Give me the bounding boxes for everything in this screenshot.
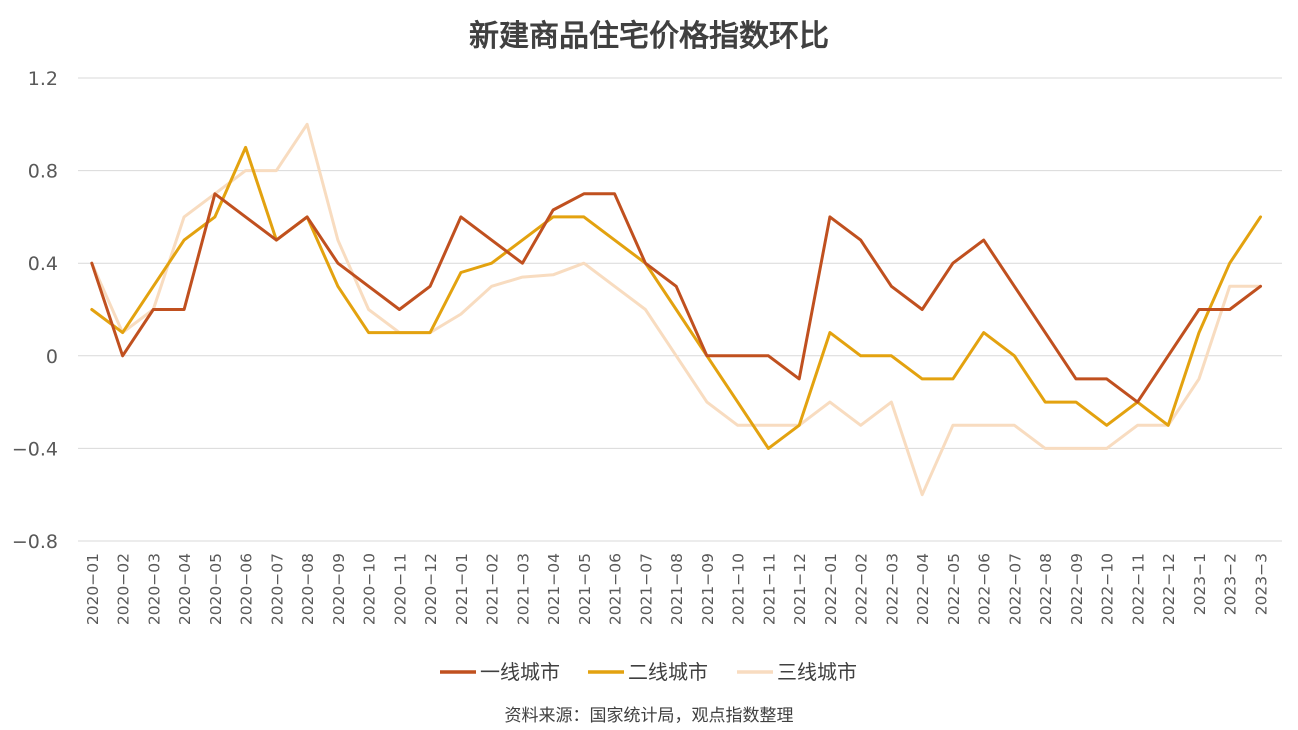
y-tick-label: 0.4 bbox=[28, 253, 58, 275]
x-tick-label: 2021−07 bbox=[637, 553, 655, 625]
x-tick-label: 2020−07 bbox=[268, 553, 286, 625]
chart-title: 新建商品住宅价格指数环比 bbox=[469, 19, 829, 54]
x-tick-label: 2020−08 bbox=[299, 553, 317, 625]
source-note: 资料来源：国家统计局，观点指数整理 bbox=[505, 706, 794, 726]
x-tick-label: 2022−06 bbox=[976, 553, 994, 625]
x-tick-label: 2020−01 bbox=[84, 553, 102, 625]
x-tick-label: 2022−11 bbox=[1129, 553, 1147, 625]
x-tick-label: 2020−09 bbox=[330, 553, 348, 625]
legend-label: 二线城市 bbox=[628, 660, 708, 684]
x-tick-label: 2020−10 bbox=[361, 553, 379, 625]
x-tick-label: 2022−09 bbox=[1068, 553, 1086, 625]
x-tick-label: 2021−05 bbox=[576, 553, 594, 625]
y-tick-label: −0.8 bbox=[12, 531, 58, 553]
legend-label: 三线城市 bbox=[777, 660, 857, 684]
x-tick-label: 2022−04 bbox=[914, 553, 932, 625]
x-tick-label: 2021−06 bbox=[607, 553, 625, 625]
x-axis-ticks: 2020−01 2020−02 2020−03 2020−04 2020−05 2020−… bbox=[84, 553, 1271, 625]
x-tick-label: 2020−11 bbox=[391, 553, 409, 625]
y-tick-label: 1.2 bbox=[28, 68, 58, 90]
x-tick-label: 2022−02 bbox=[853, 553, 871, 625]
x-tick-label: 2021−04 bbox=[545, 553, 563, 625]
x-tick-label: 2020−06 bbox=[238, 553, 256, 625]
x-tick-label: 2021−09 bbox=[699, 553, 717, 625]
x-tick-label: 2022−08 bbox=[1037, 553, 1055, 625]
x-tick-label: 2021−03 bbox=[514, 553, 532, 625]
series-lines bbox=[90, 122, 1262, 497]
y-tick-label: 0.8 bbox=[28, 161, 58, 183]
y-axis-ticks: 1.2 0.8 0.4 0 −0.4 −0.8 bbox=[12, 68, 58, 553]
legend: 一线城市 二线城市 三线城市 bbox=[440, 660, 857, 684]
x-tick-label: 2023−2 bbox=[1222, 553, 1240, 615]
legend-label: 一线城市 bbox=[480, 660, 560, 684]
x-tick-label: 2021−12 bbox=[791, 553, 809, 625]
x-tick-label: 2021−02 bbox=[484, 553, 502, 625]
x-tick-label: 2023−1 bbox=[1191, 553, 1209, 615]
series-line-1 bbox=[90, 192, 1262, 404]
x-tick-label: 2020−12 bbox=[422, 553, 440, 625]
y-tick-label: 0 bbox=[46, 346, 58, 368]
x-tick-label: 2020−03 bbox=[145, 553, 163, 625]
y-tick-label: −0.4 bbox=[12, 438, 58, 460]
x-tick-label: 2022−01 bbox=[822, 553, 840, 625]
x-tick-label: 2021−11 bbox=[760, 553, 778, 625]
x-tick-label: 2022−03 bbox=[883, 553, 901, 625]
x-tick-label: 2022−05 bbox=[945, 553, 963, 625]
x-tick-label: 2020−04 bbox=[176, 553, 194, 625]
x-tick-label: 2020−02 bbox=[115, 553, 133, 625]
x-tick-label: 2022−07 bbox=[1006, 553, 1024, 625]
x-tick-label: 2020−05 bbox=[207, 553, 225, 625]
series-line-3 bbox=[90, 122, 1262, 497]
x-tick-label: 2021−01 bbox=[453, 553, 471, 625]
gridlines bbox=[78, 77, 1282, 542]
x-tick-label: 2021−08 bbox=[668, 553, 686, 625]
x-tick-label: 2023−3 bbox=[1252, 553, 1270, 615]
series-line-2 bbox=[90, 145, 1262, 450]
x-tick-label: 2021−10 bbox=[730, 553, 748, 625]
x-tick-label: 2022−10 bbox=[1099, 553, 1117, 625]
x-tick-label: 2022−12 bbox=[1160, 553, 1178, 625]
